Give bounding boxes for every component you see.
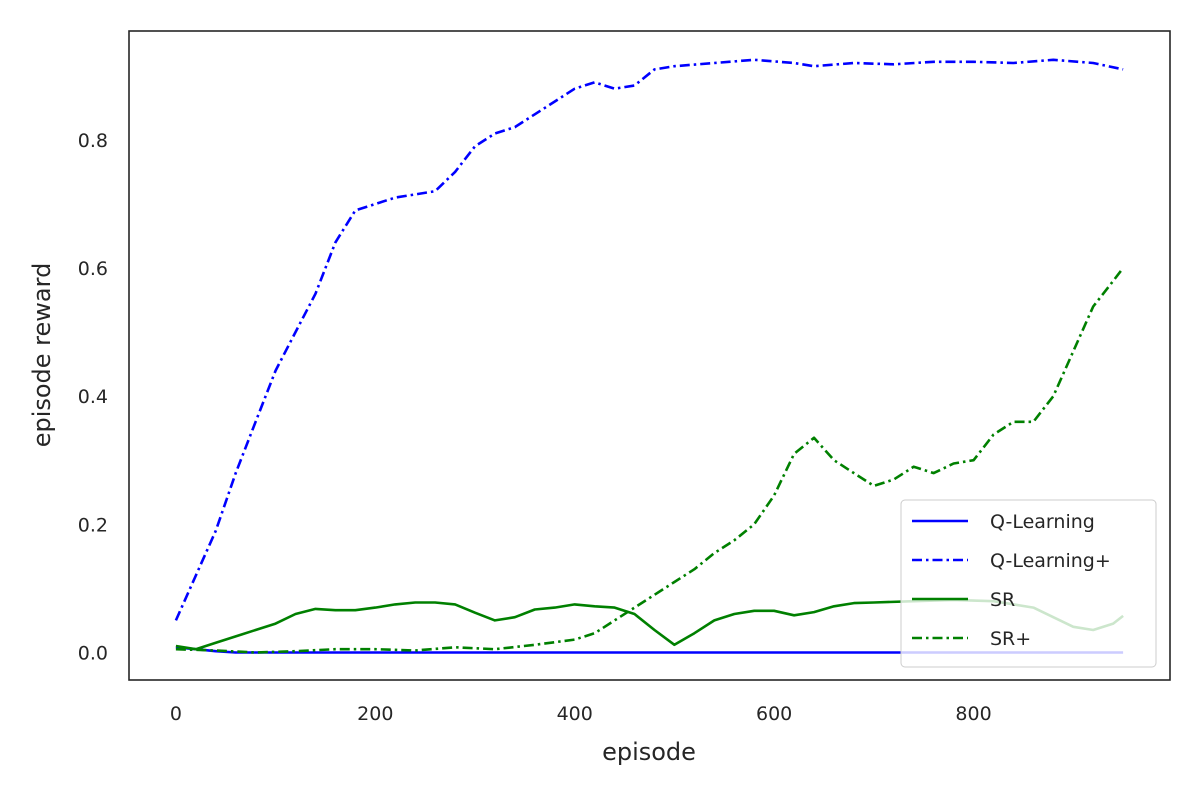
legend-label: SR+ — [990, 628, 1031, 650]
y-tick-label: 0.6 — [78, 258, 108, 280]
y-tick-label: 0.0 — [78, 642, 108, 664]
x-tick-label: 400 — [557, 703, 593, 725]
legend: Q-Learning Q-Learning+ SR SR+ — [900, 499, 1157, 668]
x-tick-label: 600 — [756, 703, 792, 725]
x-tick-label: 200 — [357, 703, 393, 725]
plot-frame — [128, 30, 1171, 681]
x-tick-label: 800 — [955, 703, 991, 725]
legend-label: Q-Learning+ — [990, 550, 1111, 572]
series-line-q-learning-plus — [174, 58, 1124, 621]
x-tick-label: 0 — [170, 703, 182, 725]
legend-label: SR — [990, 589, 1015, 611]
y-tick-label: 0.4 — [78, 386, 108, 408]
y-axis-label: episode reward — [28, 263, 56, 448]
y-tick-label: 0.8 — [78, 130, 108, 152]
y-tick-label: 0.2 — [78, 514, 108, 536]
series-line-sr-plus — [175, 267, 1125, 654]
y-axis-ticks: 0.0 0.2 0.4 0.6 0.8 — [78, 130, 108, 665]
x-axis-label: episode — [602, 738, 696, 766]
legend-label: Q-Learning — [990, 511, 1095, 533]
x-axis-ticks: 0 200 400 600 800 — [170, 703, 992, 725]
legend-box — [900, 499, 1157, 668]
